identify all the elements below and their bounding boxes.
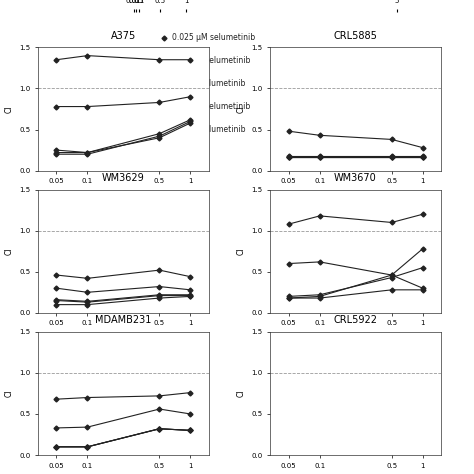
Text: 0.05 μM selumetinib: 0.05 μM selumetinib [172, 56, 250, 65]
Text: 0.1 μM selumetinib: 0.1 μM selumetinib [172, 79, 245, 88]
Text: 0.25 μM selumetinib: 0.25 μM selumetinib [172, 102, 250, 111]
Text: 0.5 μM selumetinib: 0.5 μM selumetinib [172, 125, 245, 134]
Title: A375: A375 [110, 31, 136, 41]
Y-axis label: CI: CI [4, 247, 13, 255]
Title: CRL5885: CRL5885 [334, 31, 377, 41]
Y-axis label: CI: CI [237, 390, 246, 397]
Y-axis label: CI: CI [237, 247, 246, 255]
X-axis label: AZ628 [μM]: AZ628 [μM] [333, 190, 378, 199]
Title: MDAMB231: MDAMB231 [95, 316, 151, 326]
Title: CRL5922: CRL5922 [334, 316, 377, 326]
Title: WM3629: WM3629 [102, 173, 145, 183]
Y-axis label: CI: CI [4, 105, 13, 113]
Y-axis label: CI: CI [4, 390, 13, 397]
X-axis label: AZ628 [μM]: AZ628 [μM] [333, 332, 378, 341]
X-axis label: AZ628 [μM]: AZ628 [μM] [101, 190, 146, 199]
Title: WM3670: WM3670 [334, 173, 377, 183]
Y-axis label: CI: CI [237, 105, 246, 113]
Text: 0.025 μM selumetinib: 0.025 μM selumetinib [172, 34, 255, 42]
X-axis label: AZ628 [μM]: AZ628 [μM] [101, 332, 146, 341]
